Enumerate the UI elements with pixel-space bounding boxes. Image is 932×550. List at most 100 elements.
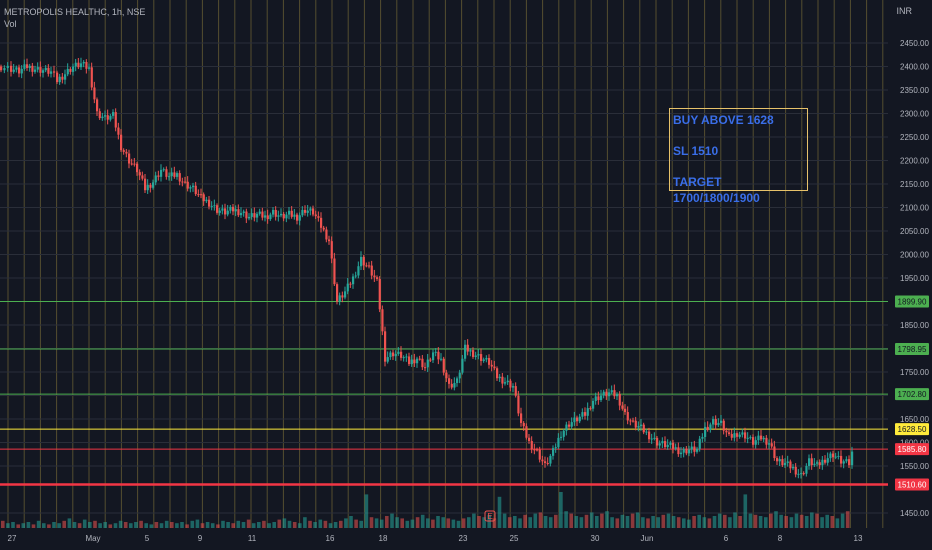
candle-body xyxy=(173,172,176,177)
volume-bar xyxy=(569,513,573,528)
candle-body xyxy=(96,99,99,112)
candle-body xyxy=(725,430,728,433)
price-level-value: 1585.80 xyxy=(898,445,927,454)
candle-body xyxy=(208,199,211,207)
candle-body xyxy=(512,386,515,388)
candle-body xyxy=(42,70,45,73)
volume-bar xyxy=(769,513,773,528)
candle-body xyxy=(413,359,416,364)
candle-body xyxy=(442,358,445,373)
candle-body xyxy=(824,459,827,463)
volume-bar xyxy=(630,513,635,528)
candle-body xyxy=(688,449,691,454)
volume-bar xyxy=(226,522,230,528)
volume-bar xyxy=(502,513,507,528)
candle-body xyxy=(658,443,661,446)
time-axis[interactable]: 27 May 5 9 11 16 18 23 25 30 Jun 6 8 13 xyxy=(8,534,863,543)
candle-body xyxy=(701,436,704,439)
volume-bar xyxy=(159,523,164,528)
volume-bar xyxy=(216,524,220,528)
volume-bar xyxy=(748,513,753,528)
earnings-marker[interactable]: E xyxy=(484,510,496,522)
candle-body xyxy=(496,368,499,379)
svg-text:E: E xyxy=(487,512,492,521)
volume-bar xyxy=(298,523,302,528)
candle-body xyxy=(538,449,541,460)
candle-body xyxy=(842,461,845,464)
candle-body xyxy=(144,178,147,191)
candle-body xyxy=(720,420,723,423)
candle-body xyxy=(530,440,533,450)
volume-bar xyxy=(728,517,732,528)
candle-body xyxy=(621,405,624,409)
candle-body xyxy=(653,437,656,439)
candle-body xyxy=(592,400,595,409)
candle-body xyxy=(448,378,451,384)
volume-bar xyxy=(349,516,353,528)
candle-body xyxy=(645,431,648,433)
volume-bar xyxy=(323,520,328,528)
volume-bar xyxy=(523,514,527,528)
volume-bar xyxy=(205,522,210,528)
candle-body xyxy=(696,448,699,452)
volume-bar xyxy=(467,517,471,528)
candle-body xyxy=(53,71,56,73)
volume-bar xyxy=(390,513,394,528)
volume-bar xyxy=(395,517,399,528)
volume-bar xyxy=(251,523,256,528)
volume-bar xyxy=(82,519,87,528)
volume-bar xyxy=(753,514,758,528)
candle-body xyxy=(50,71,53,74)
candle-body xyxy=(773,446,776,459)
candle-body xyxy=(229,206,232,211)
candle-body xyxy=(610,390,613,393)
candle-body xyxy=(552,448,555,456)
candle-body xyxy=(256,213,259,218)
candle-body xyxy=(829,453,832,459)
candle-body xyxy=(461,358,464,373)
candle-body xyxy=(786,461,789,463)
time-tick-label: 27 xyxy=(8,534,17,543)
volume-bar xyxy=(67,518,72,528)
price-level-value: 1798.95 xyxy=(898,345,927,354)
candle-body xyxy=(634,420,637,428)
candle-body xyxy=(376,277,379,279)
volume-bar xyxy=(328,523,333,528)
volume-bar xyxy=(400,518,404,528)
price-level-tag xyxy=(895,423,929,436)
candle-body xyxy=(320,217,323,228)
candle-body xyxy=(389,352,392,358)
candle-body xyxy=(330,241,333,259)
candle-body xyxy=(840,455,843,464)
candle-body xyxy=(504,382,507,384)
support-resistance-levels xyxy=(0,301,888,486)
candle-body xyxy=(466,344,469,352)
candle-body xyxy=(82,61,85,64)
volume-bar xyxy=(451,519,456,528)
candle-body xyxy=(690,446,693,450)
candle-body xyxy=(698,438,701,449)
candle-body xyxy=(677,447,680,455)
candle-body xyxy=(648,431,651,440)
volume-bar xyxy=(830,516,835,528)
volume-bar xyxy=(538,512,543,528)
volume-bar xyxy=(77,523,82,528)
volume-bar xyxy=(482,517,486,528)
volume-indicator-label[interactable]: Vol xyxy=(4,19,17,29)
volume-bar xyxy=(149,524,154,528)
volume-bar xyxy=(635,512,640,528)
volume-bar xyxy=(702,517,707,528)
candle-body xyxy=(810,458,813,466)
candle-body xyxy=(112,112,115,116)
candle-body xyxy=(194,185,197,195)
volume-bar xyxy=(507,517,512,528)
volume-bar xyxy=(548,517,553,528)
trade-annotation-box[interactable]: BUY ABOVE 1628 SL 1510 TARGET 1700/1800/… xyxy=(669,108,808,205)
volume-bar xyxy=(385,516,389,528)
volume-bar xyxy=(170,522,174,528)
candle-body xyxy=(250,213,253,217)
volume-bar xyxy=(236,520,241,528)
candle-body xyxy=(56,72,59,83)
price-tick-label: 2300.00 xyxy=(900,110,929,119)
